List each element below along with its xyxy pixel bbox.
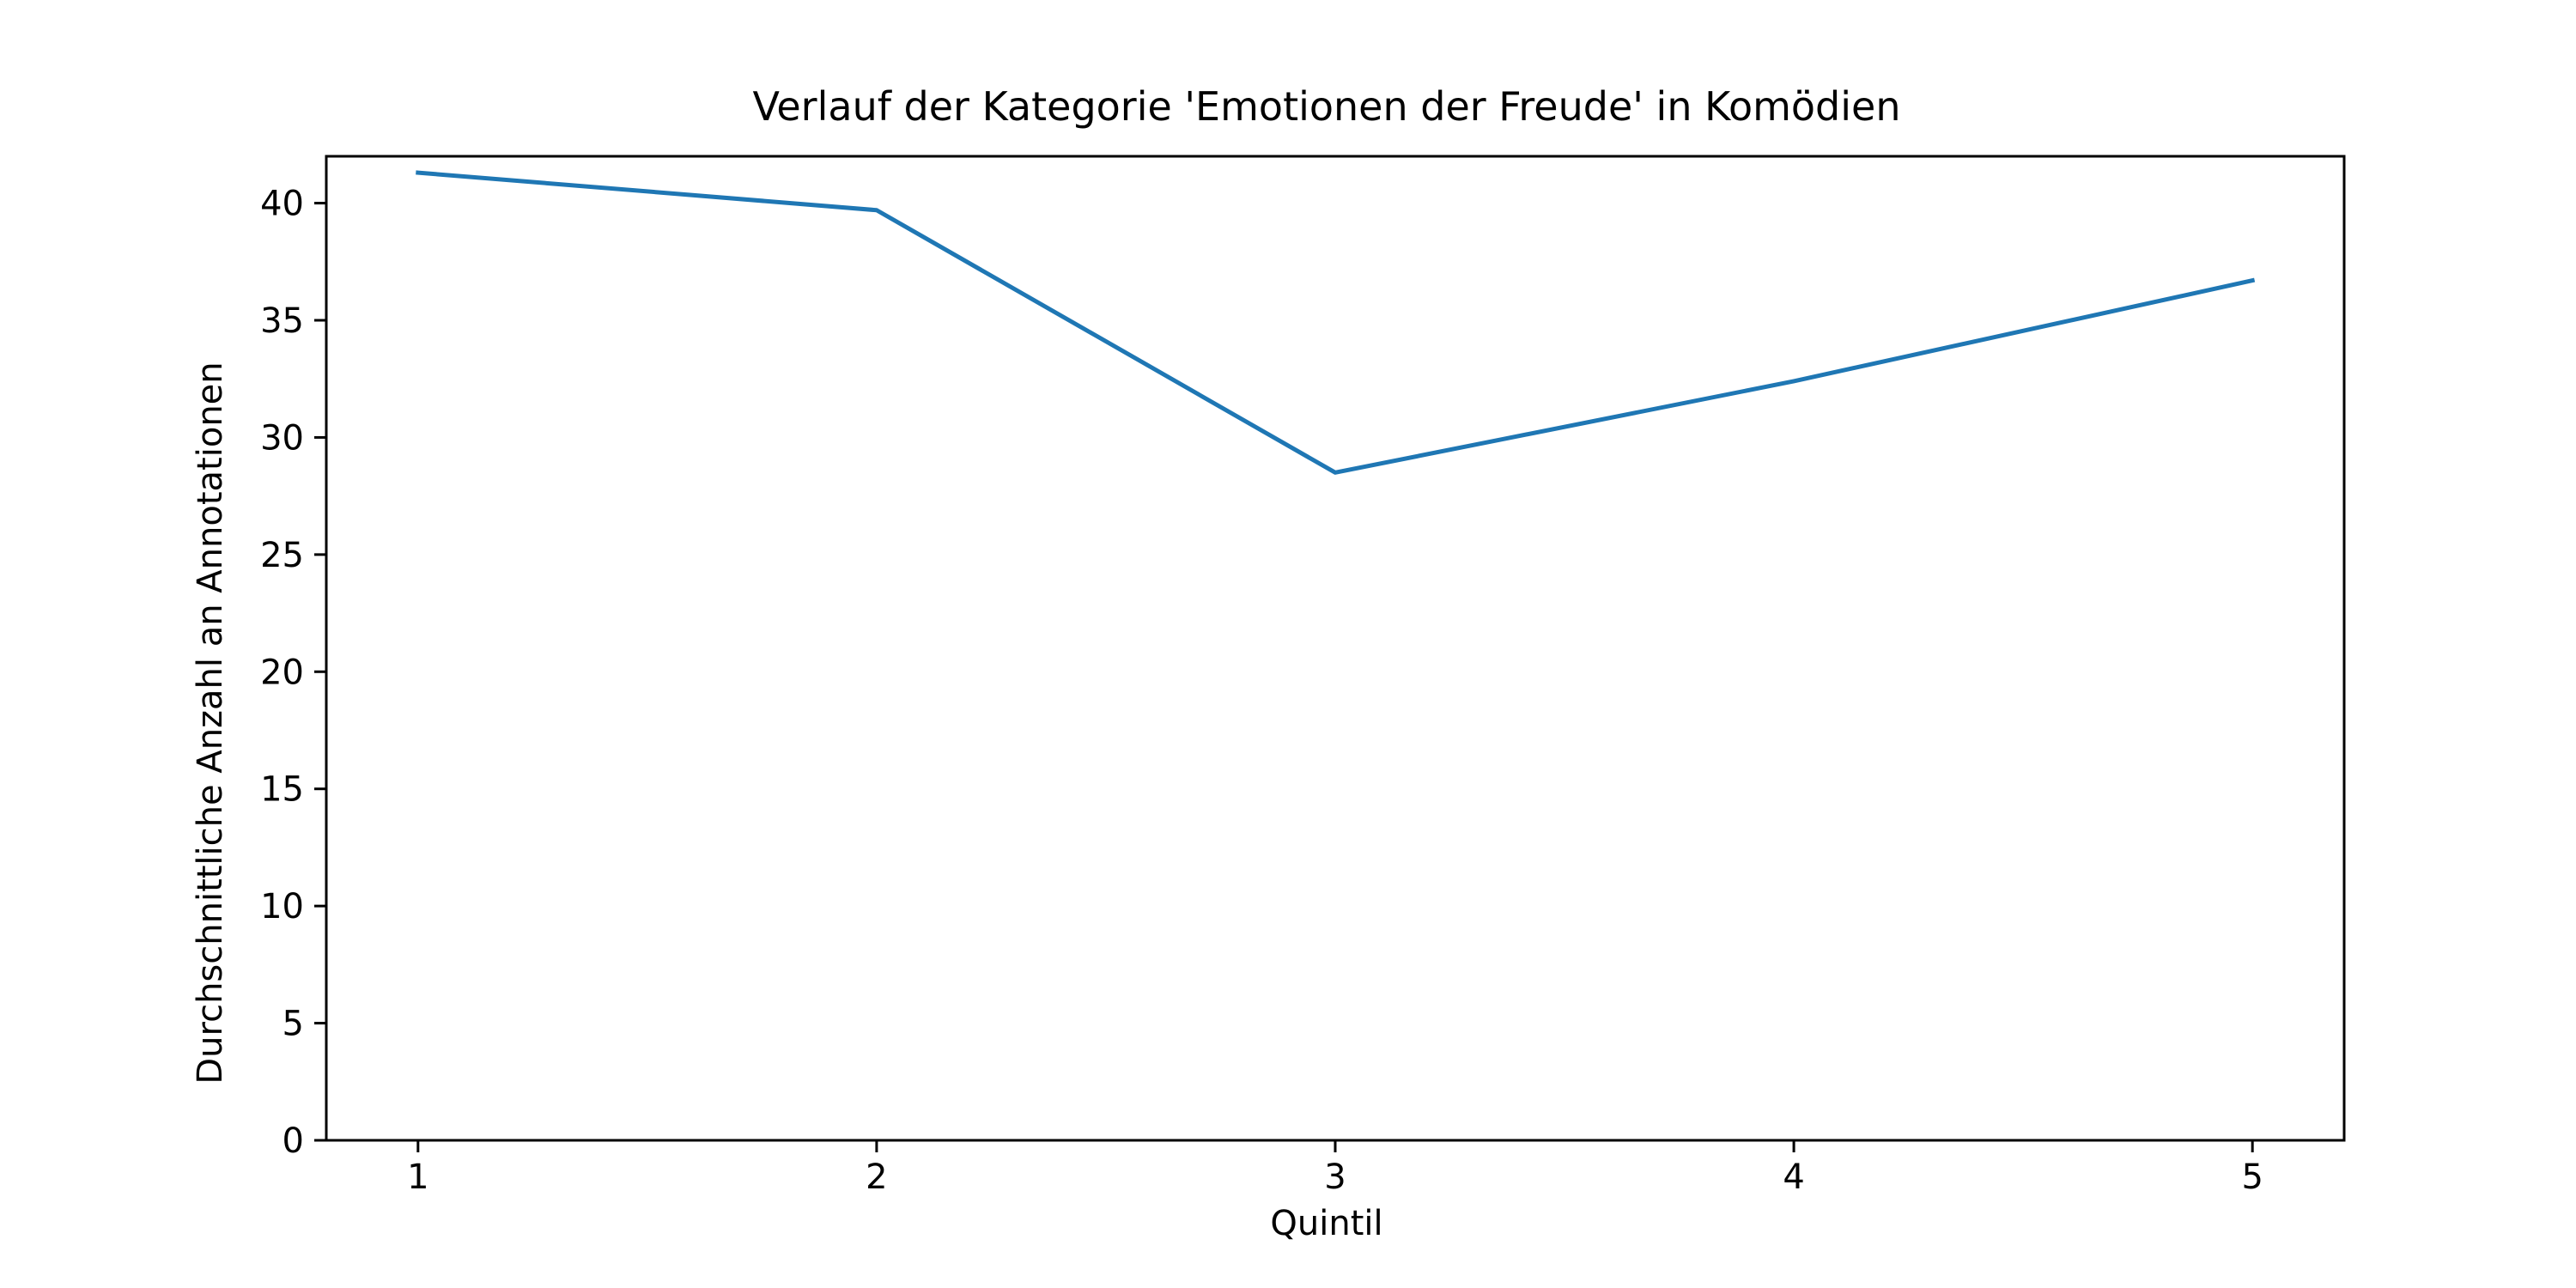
x-axis-label: Quintil bbox=[1270, 1204, 1382, 1243]
y-axis-label: Durchschnittliche Anzahl an Annotationen bbox=[191, 361, 230, 1084]
x-tick-label: 2 bbox=[866, 1157, 887, 1197]
y-tick-label: 10 bbox=[260, 887, 304, 927]
x-tick-label: 1 bbox=[407, 1157, 428, 1197]
y-tick-label: 5 bbox=[283, 1005, 304, 1044]
y-tick-label: 40 bbox=[260, 185, 304, 224]
y-tick-label: 25 bbox=[260, 536, 304, 575]
y-tick-label: 15 bbox=[260, 770, 304, 810]
x-tick-label: 3 bbox=[1324, 1157, 1346, 1197]
y-tick-label: 35 bbox=[260, 301, 304, 341]
x-tick-label: 5 bbox=[2241, 1157, 2263, 1197]
series-line bbox=[416, 170, 2256, 475]
x-tick-label: 4 bbox=[1783, 1157, 1804, 1197]
y-tick-label: 0 bbox=[283, 1121, 304, 1161]
chart-title: Verlauf der Kategorie 'Emotionen der Fre… bbox=[752, 83, 1900, 130]
plot-area: 0 5 10 15 20 25 30 35 40 1 2 3 4 5 bbox=[260, 155, 2346, 1197]
y-tick-label: 20 bbox=[260, 653, 304, 692]
y-tick-label: 30 bbox=[260, 418, 304, 458]
plot-frame bbox=[325, 155, 2346, 1142]
